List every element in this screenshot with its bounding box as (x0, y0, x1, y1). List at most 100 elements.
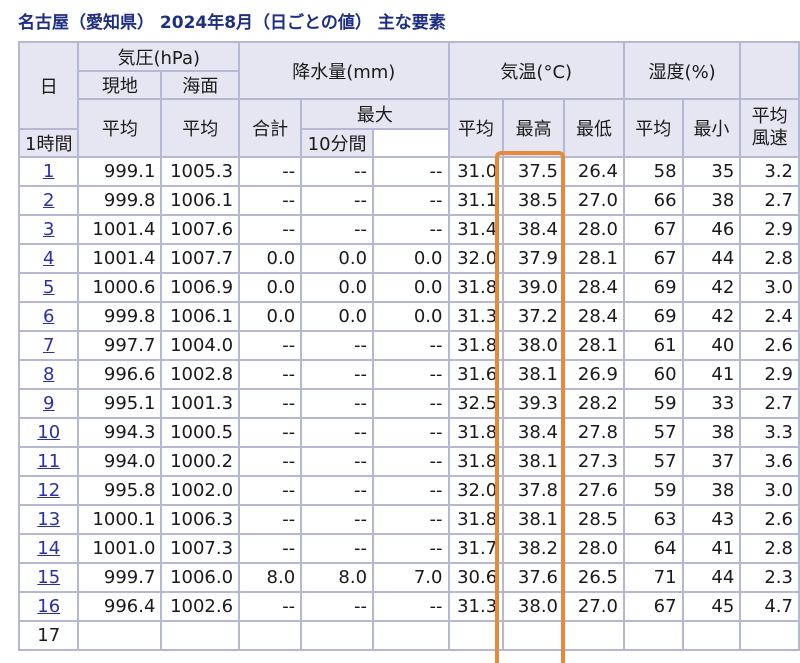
station-cell: 1000.6 (77, 272, 163, 303)
tmin-cell: 28.0 (563, 533, 625, 564)
station-cell: 995.8 (77, 475, 163, 506)
tavg-cell: 31.1 (447, 185, 505, 216)
havg-cell: 69 (622, 272, 684, 303)
havg-cell: 67 (622, 243, 684, 274)
tmax-cell: 37.2 (502, 301, 565, 332)
station-cell: 996.6 (77, 359, 163, 390)
day-link[interactable]: 3 (43, 219, 55, 240)
h1-cell: -- (300, 533, 375, 564)
day-link[interactable]: 10 (37, 422, 61, 443)
havg-cell: 64 (622, 533, 684, 564)
day-cell: 16 (17, 591, 80, 622)
station-cell: 994.0 (77, 446, 163, 477)
tavg-cell: 32.0 (447, 475, 505, 506)
h1-cell: -- (300, 388, 375, 419)
station-cell: 995.1 (77, 388, 163, 419)
tavg-cell (447, 620, 505, 651)
day-cell: 2 (17, 185, 80, 216)
hmin-cell: 46 (681, 214, 742, 245)
hmin-cell: 44 (681, 243, 742, 274)
day-link[interactable]: 14 (37, 538, 61, 559)
tmax-cell: 37.6 (502, 562, 565, 593)
day-link[interactable]: 6 (43, 306, 55, 327)
sea-cell: 1007.3 (160, 533, 241, 564)
total-cell: 0.0 (238, 272, 303, 303)
day-link[interactable]: 5 (43, 277, 55, 298)
station-cell: 997.7 (77, 330, 163, 361)
day-link[interactable]: 12 (37, 480, 61, 501)
tmax-cell: 38.1 (502, 504, 565, 535)
sea-cell: 1006.1 (160, 185, 241, 216)
m10-cell: 0.0 (372, 243, 450, 274)
total-cell: -- (238, 156, 303, 187)
tmax-cell: 39.0 (502, 272, 565, 303)
day-cell: 9 (17, 388, 80, 419)
day-link[interactable]: 2 (43, 190, 55, 211)
station-cell: 1000.1 (77, 504, 163, 535)
day-cell: 13 (17, 504, 80, 535)
h1-cell: -- (300, 156, 375, 187)
day-link[interactable]: 7 (43, 335, 55, 356)
day-link[interactable]: 9 (43, 393, 55, 414)
havg-cell: 69 (622, 301, 684, 332)
tmin-cell: 27.8 (563, 417, 625, 448)
sea-cell (160, 620, 241, 651)
day-cell: 5 (17, 272, 80, 303)
tavg-cell: 31.0 (447, 156, 505, 187)
day-link[interactable]: 13 (37, 509, 61, 530)
day-link[interactable]: 15 (37, 567, 61, 588)
hmin-cell: 35 (681, 156, 742, 187)
station-cell: 1001.4 (77, 243, 163, 274)
tmin-cell: 27.0 (563, 591, 625, 622)
hmin-cell: 41 (681, 359, 742, 390)
h1-cell: 0.0 (300, 243, 375, 274)
station-cell (77, 620, 163, 651)
m10-cell: -- (372, 388, 450, 419)
m10-cell: -- (372, 214, 450, 245)
tmin-cell: 27.6 (563, 475, 625, 506)
day-link[interactable]: 1 (43, 161, 55, 182)
header-precip-max: 最大 (300, 98, 450, 130)
table-row: 13 1000.1 1006.3 -- -- -- 31.8 38.1 28.5 63 43 2.6 (17, 504, 800, 535)
tmin-cell: 28.1 (563, 243, 625, 274)
header-sea: 海面 (160, 70, 241, 100)
hmin-cell: 33 (681, 388, 742, 419)
m10-cell: -- (372, 533, 450, 564)
sea-cell: 1006.3 (160, 504, 241, 535)
day-link[interactable]: 8 (43, 364, 55, 385)
total-cell: -- (238, 446, 303, 477)
tavg-cell: 31.8 (447, 417, 505, 448)
h1-cell: 8.0 (300, 562, 375, 593)
h1-cell: -- (300, 417, 375, 448)
table-row: 15 999.7 1006.0 8.0 8.0 7.0 30.6 37.6 26.5 71 44 2.… (17, 562, 800, 593)
table-row: 5 1000.6 1006.9 0.0 0.0 0.0 31.8 39.0 28.4 69 42 3.… (17, 272, 800, 303)
day-cell: 10 (17, 417, 80, 448)
day-link[interactable]: 11 (37, 451, 61, 472)
havg-cell: 58 (622, 156, 684, 187)
table-row: 2 999.8 1006.1 -- -- -- 31.1 38.5 27.0 66 38 2.7 (17, 185, 800, 216)
m10-cell: -- (372, 504, 450, 535)
day-cell: 11 (17, 446, 80, 477)
header-station: 現地 (77, 70, 163, 100)
tavg-cell: 31.3 (447, 301, 505, 332)
wind-cell: 2.7 (739, 185, 800, 216)
m10-cell: -- (372, 446, 450, 477)
table-row: 10 994.3 1000.5 -- -- -- 31.8 38.4 27.8 57 38 3.3 (17, 417, 800, 448)
m10-cell: 7.0 (372, 562, 450, 593)
havg-cell: 59 (622, 475, 684, 506)
day-link[interactable]: 4 (43, 248, 55, 269)
table-row: 1 999.1 1005.3 -- -- -- 31.0 37.5 26.4 58 35 3.2 (17, 156, 800, 187)
header-precip-total: 合計 (238, 98, 303, 158)
station-cell: 1001.4 (77, 214, 163, 245)
header-station-avg: 平均 (77, 98, 163, 158)
wind-cell: 3.2 (739, 156, 800, 187)
table-row: 4 1001.4 1007.7 0.0 0.0 0.0 32.0 37.9 28.1 67 44 2.… (17, 243, 800, 274)
havg-cell: 66 (622, 185, 684, 216)
wind-cell: 4.7 (739, 591, 800, 622)
h1-cell: -- (300, 359, 375, 390)
header-sea-avg: 平均 (160, 98, 241, 158)
day-link[interactable]: 16 (37, 596, 61, 617)
havg-cell: 57 (622, 446, 684, 477)
hmin-cell (681, 620, 742, 651)
havg-cell: 59 (622, 388, 684, 419)
